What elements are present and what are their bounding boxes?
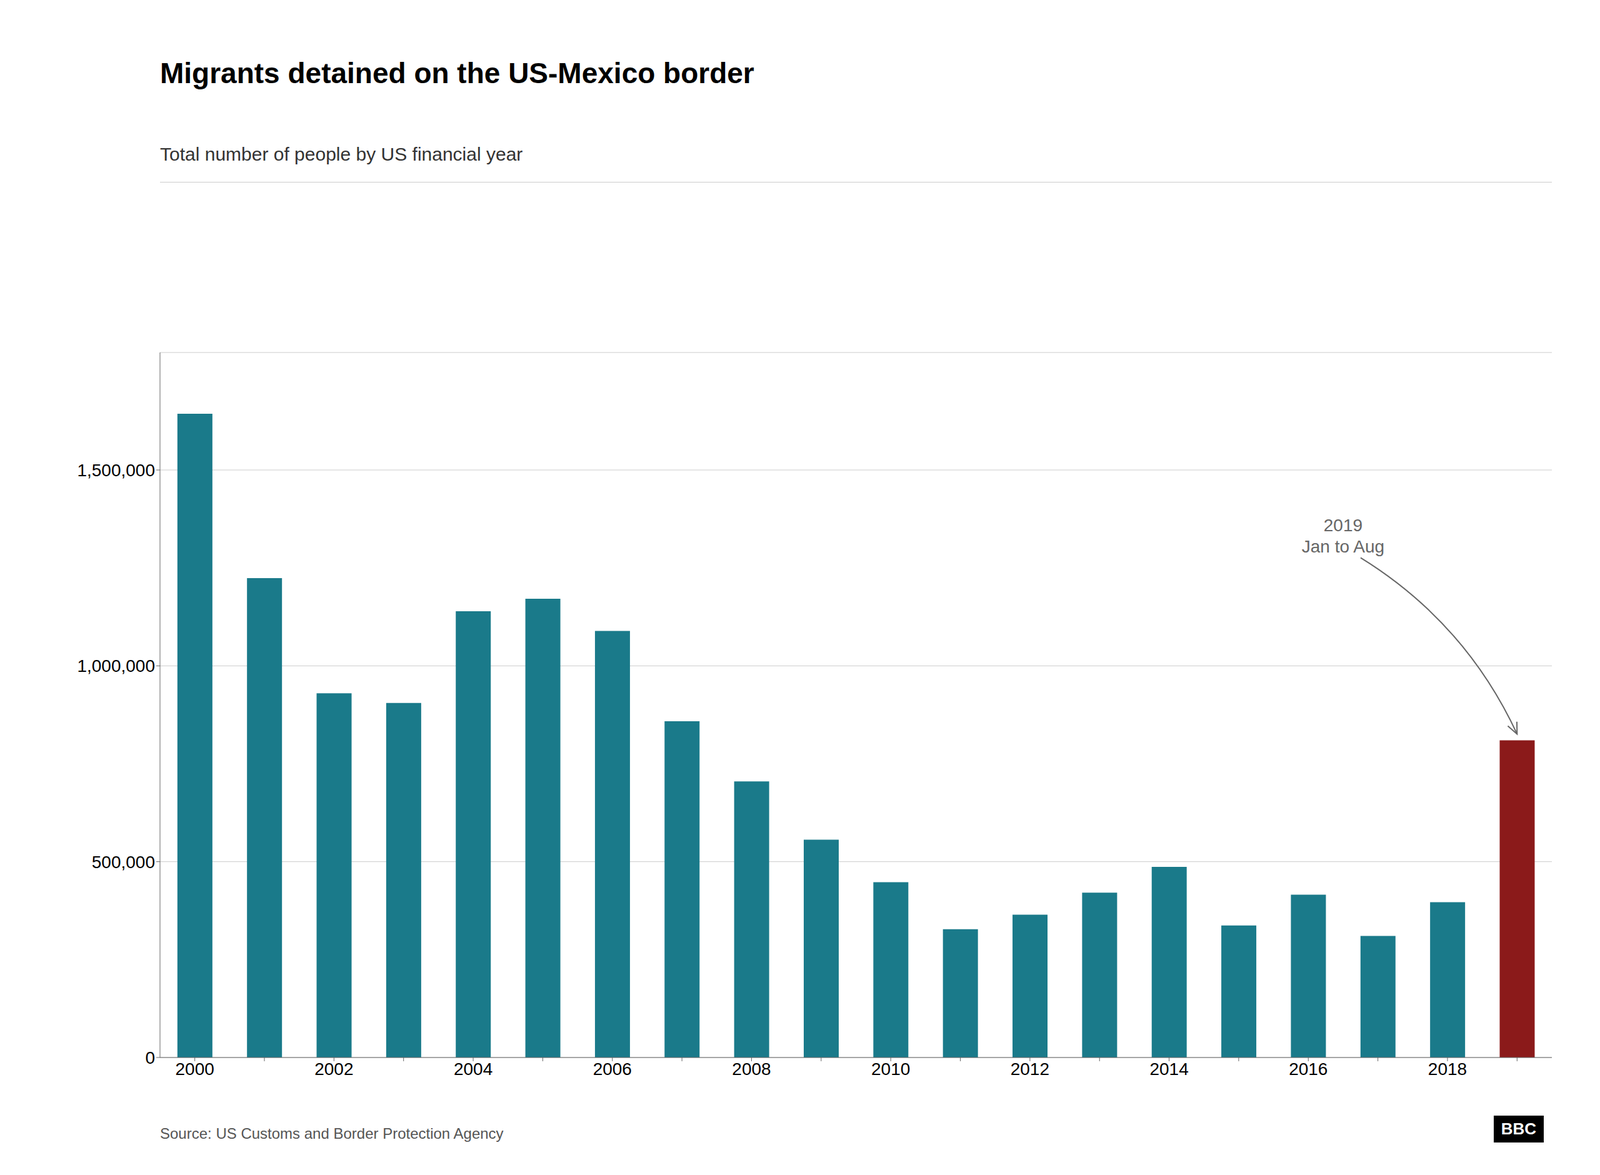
svg-text:2010: 2010 [871,1059,910,1079]
html-text:Source: US Customs and Border: Source: US Customs and Border Protection… [160,1125,504,1142]
svg-text:2018: 2018 [1428,1059,1467,1079]
svg-text:2019Jan to Aug: 2019Jan to Aug [1301,515,1385,557]
svg-text:1,000,000: 1,000,000 [76,656,155,676]
svg-text:2004: 2004 [453,1059,493,1079]
svg-text:2002: 2002 [314,1059,354,1079]
svg-text:500,000: 500,000 [91,852,155,872]
html-text:Migrants detained on the US-Me: Migrants detained on the US-Mexico borde… [160,56,755,90]
svg-text:2000: 2000 [175,1059,215,1079]
svg-text:2012: 2012 [1010,1059,1050,1079]
html-text:BBC: BBC [1501,1119,1537,1139]
html-text:Total number of people by US f: Total number of people by US financial y… [160,143,523,165]
svg-text:1,500,000: 1,500,000 [76,460,155,480]
svg-text:2008: 2008 [731,1059,771,1079]
svg-text:2014: 2014 [1149,1059,1189,1079]
svg-text:0: 0 [145,1048,155,1068]
svg-text:2016: 2016 [1288,1059,1328,1079]
svg-text:2006: 2006 [593,1059,632,1079]
